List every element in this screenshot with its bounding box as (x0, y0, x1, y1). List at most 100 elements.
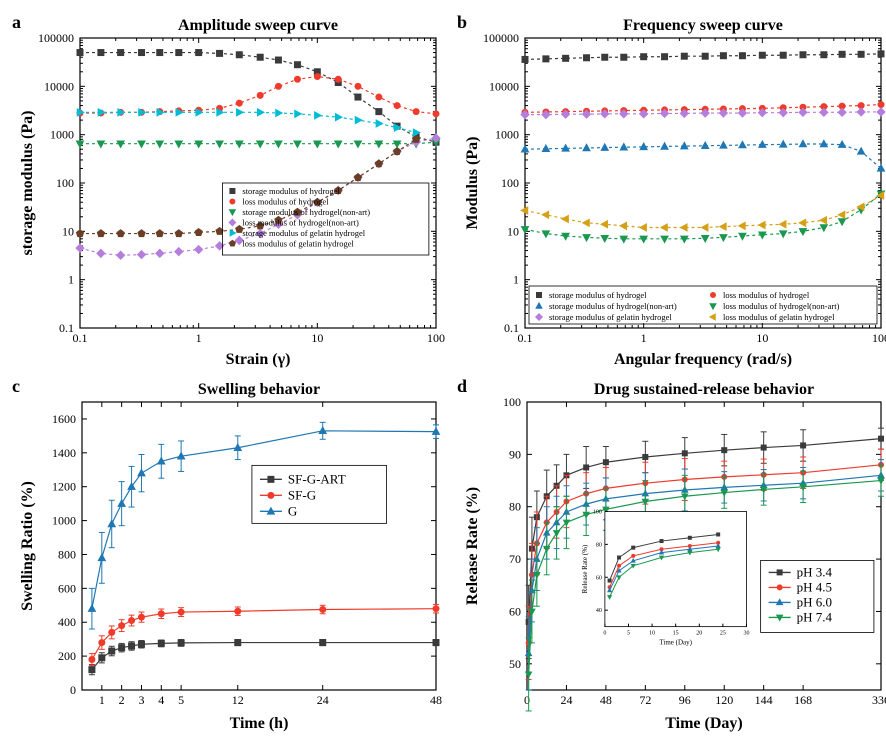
svg-text:storage modulus of gelatin hyd: storage modulus of gelatin hydrogel (242, 228, 365, 238)
figure-grid: a Amplitude sweep curve0.11101000.111010… (10, 10, 886, 734)
svg-text:10: 10 (756, 331, 768, 345)
svg-text:1: 1 (513, 273, 519, 287)
svg-text:40: 40 (596, 608, 602, 614)
svg-text:12: 12 (232, 693, 244, 707)
svg-text:48: 48 (600, 693, 612, 707)
svg-text:1600: 1600 (52, 412, 76, 426)
svg-text:24: 24 (317, 693, 329, 707)
panel-a-label: a (12, 12, 21, 33)
svg-text:100: 100 (872, 331, 886, 345)
svg-text:1: 1 (99, 693, 105, 707)
svg-text:20: 20 (696, 631, 702, 637)
svg-text:Frequency sweep curve: Frequency sweep curve (623, 17, 783, 34)
svg-text:30: 30 (743, 631, 749, 637)
panel-c-label: c (12, 376, 20, 397)
svg-text:storage modulus of hydrogel: storage modulus of hydrogel (242, 186, 340, 196)
svg-text:SF-G-ART: SF-G-ART (288, 471, 346, 486)
svg-text:200: 200 (58, 649, 76, 663)
svg-text:Amplitude sweep curve: Amplitude sweep curve (178, 17, 338, 34)
svg-text:loss modulus of hydrogel(non-a: loss modulus of hydrogel(non-art) (242, 218, 359, 228)
svg-text:3: 3 (138, 693, 144, 707)
svg-text:120: 120 (715, 693, 733, 707)
svg-text:storage modulus of hydrogel(no: storage modulus of hydrogel(non-art) (242, 207, 370, 217)
svg-text:100: 100 (501, 176, 519, 190)
svg-text:pH 3.4: pH 3.4 (797, 564, 833, 579)
svg-text:80: 80 (596, 542, 602, 548)
svg-text:10: 10 (649, 631, 655, 637)
svg-text:400: 400 (58, 615, 76, 629)
svg-text:Modulus (Pa): Modulus (Pa) (464, 137, 481, 230)
svg-text:0.1: 0.1 (504, 321, 519, 335)
svg-text:Drug sustained-release behavio: Drug sustained-release behavior (594, 381, 814, 398)
panel-c: c Swelling behavior123451224480200400600… (10, 374, 451, 734)
svg-text:Swelling behavior: Swelling behavior (198, 381, 320, 398)
svg-text:96: 96 (679, 693, 691, 707)
svg-text:0: 0 (70, 683, 76, 697)
svg-text:800: 800 (58, 547, 76, 561)
svg-text:Time (Day): Time (Day) (659, 639, 692, 647)
svg-text:SF-G: SF-G (288, 487, 316, 502)
chart-a: Amplitude sweep curve 0.1 1 10 100 0.1 1 10 100 1… (10, 10, 448, 370)
svg-text:Strain (γ): Strain (γ) (226, 351, 291, 368)
svg-text:1400: 1400 (52, 446, 76, 460)
svg-text:100000: 100000 (38, 31, 74, 45)
svg-text:1000: 1000 (50, 128, 74, 142)
svg-text:pH 6.0: pH 6.0 (797, 594, 832, 609)
svg-text:storage modulus of gelatin hyd: storage modulus of gelatin hydrogel (549, 312, 672, 322)
svg-text:loss modulus of gelatin hydrog: loss modulus of gelatin hydrogel (242, 239, 354, 249)
svg-text:24: 24 (560, 693, 572, 707)
svg-text:loss modulus of gelatin hydrog: loss modulus of gelatin hydrogel (723, 312, 835, 322)
svg-text:4: 4 (158, 693, 164, 707)
svg-text:Release Rate (%): Release Rate (%) (581, 544, 589, 593)
svg-text:70: 70 (509, 552, 521, 566)
svg-text:5: 5 (627, 631, 630, 637)
panel-b: b Frequency sweep curve0.11101000.111010… (455, 10, 886, 370)
panel-b-label: b (457, 12, 467, 33)
svg-text:60: 60 (596, 575, 602, 581)
svg-text:1: 1 (68, 273, 74, 287)
svg-text:90: 90 (509, 447, 521, 461)
svg-text:50: 50 (509, 657, 521, 671)
svg-text:25: 25 (720, 631, 726, 637)
svg-text:storage modulus of hydrogel(no: storage modulus of hydrogel(non-art) (549, 301, 677, 311)
svg-text:100: 100 (503, 395, 521, 409)
svg-text:100000: 100000 (483, 31, 519, 45)
svg-text:10: 10 (311, 331, 323, 345)
svg-text:storage modulus (Pa): storage modulus (Pa) (19, 111, 36, 256)
svg-text:1000: 1000 (495, 128, 519, 142)
svg-text:Swelling Ratio (%): Swelling Ratio (%) (19, 481, 36, 611)
svg-text:loss modulus of hydrogel: loss modulus of hydrogel (723, 290, 810, 300)
svg-text:100: 100 (56, 176, 74, 190)
svg-text:G: G (288, 503, 297, 518)
svg-text:100: 100 (593, 509, 602, 515)
svg-text:10000: 10000 (489, 79, 519, 93)
svg-text:loss modulus of hydrogel: loss modulus of hydrogel (242, 197, 329, 207)
svg-text:144: 144 (755, 693, 773, 707)
svg-text:15: 15 (673, 631, 679, 637)
panel-d-label: d (457, 376, 467, 397)
svg-text:0.1: 0.1 (73, 331, 88, 345)
svg-text:72: 72 (639, 693, 651, 707)
svg-text:0: 0 (603, 631, 606, 637)
chart-b: Frequency sweep curve0.11101000.11101001… (455, 10, 886, 370)
svg-text:1: 1 (196, 331, 202, 345)
svg-text:loss modulus of hydrogel(non-a: loss modulus of hydrogel(non-art) (723, 301, 840, 311)
svg-text:Angular frequency (rad/s): Angular frequency (rad/s) (614, 351, 792, 368)
svg-text:48: 48 (430, 693, 442, 707)
svg-text:1000: 1000 (52, 514, 76, 528)
panel-d: d Drug sustained-release behavior 0 24 48 72… (455, 374, 886, 734)
svg-text:1200: 1200 (52, 480, 76, 494)
svg-text:storage modulus of hydrogel: storage modulus of hydrogel (549, 290, 647, 300)
panel-a: a Amplitude sweep curve 0.1 1 10 100 0.1 1 10 10… (10, 10, 451, 370)
svg-text:0.1: 0.1 (59, 321, 74, 335)
svg-text:10: 10 (62, 224, 74, 238)
chart-d: Drug sustained-release behavior 0 24 48 72 96… (455, 374, 886, 734)
svg-text:168: 168 (794, 693, 812, 707)
chart-c: Swelling behavior12345122448020040060080… (10, 374, 448, 734)
svg-text:1: 1 (641, 331, 647, 345)
svg-text:10000: 10000 (44, 79, 74, 93)
svg-text:0.1: 0.1 (518, 331, 533, 345)
svg-text:100: 100 (427, 331, 445, 345)
svg-text:2: 2 (119, 693, 125, 707)
svg-text:60: 60 (509, 604, 521, 618)
